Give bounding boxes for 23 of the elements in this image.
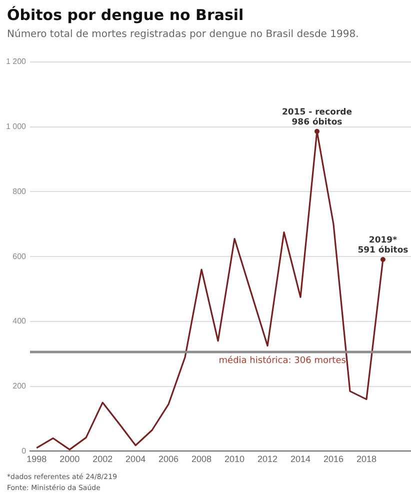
y-tick-label: 800 bbox=[12, 186, 27, 196]
y-tick-label: 600 bbox=[12, 252, 27, 261]
x-tick-label: 2008 bbox=[192, 454, 212, 464]
x-tick-label: 2000 bbox=[60, 454, 80, 464]
y-tick-label: 400 bbox=[12, 316, 27, 326]
ref-line-label: média histórica: 306 mortes bbox=[218, 354, 346, 366]
x-tick-label: 1998 bbox=[26, 454, 47, 464]
y-tick-label: 200 bbox=[12, 382, 27, 391]
x-tick-label: 2010 bbox=[224, 454, 245, 464]
x-tick-label: 2014 bbox=[290, 454, 311, 464]
x-tick-label: 2012 bbox=[258, 454, 278, 464]
annotation: 2019* 591 óbitos bbox=[358, 235, 408, 256]
x-tick-label: 2018 bbox=[356, 454, 376, 464]
x-tick-label: 2002 bbox=[92, 454, 113, 464]
annotation: 2015 - recorde 986 óbitos bbox=[282, 107, 352, 128]
x-tick-label: 2006 bbox=[158, 454, 179, 464]
chart-subtitle: Número total de mortes registradas por dengue no Brasil desde 1998. bbox=[7, 29, 359, 40]
x-tick-label: 2004 bbox=[126, 454, 146, 464]
y-tick-label: 1 200 bbox=[6, 57, 27, 66]
x-tick-label: 2016 bbox=[323, 454, 344, 464]
y-tick-label: 0 bbox=[22, 446, 27, 456]
chart-title: Óbitos por dengue no Brasil bbox=[7, 6, 244, 24]
y-tick-label: 1 000 bbox=[6, 122, 27, 132]
